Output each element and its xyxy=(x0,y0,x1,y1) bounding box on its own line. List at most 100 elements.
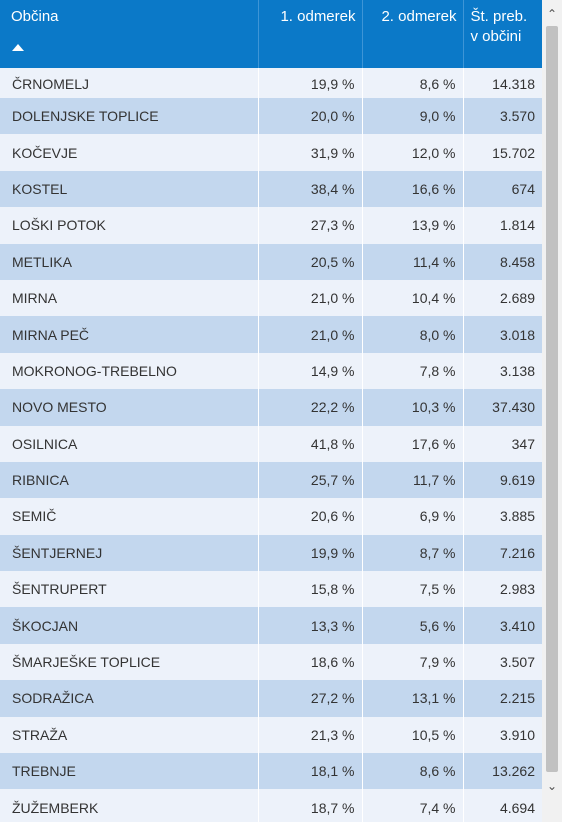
table-row: ŽUŽEMBERK 18,7 % 7,4 % 4.694 xyxy=(0,789,542,822)
cell-population: 3.570 xyxy=(463,98,542,135)
table-row: ŠENTJERNEJ 19,9 % 8,7 % 7.216 xyxy=(0,534,542,572)
chevron-up-icon[interactable]: ⌃ xyxy=(546,7,558,21)
table-row: MIRNA 21,0 % 10,4 % 2.689 xyxy=(0,279,542,317)
cell-population: 4.694 xyxy=(463,789,542,822)
cell-second-dose: 11,4 % xyxy=(362,243,464,280)
cell-municipality: KOČEVJE xyxy=(0,134,259,171)
table-header: Občina 1. odmerek 2. odmerek Št. preb. v… xyxy=(0,0,542,68)
cell-population: 3.507 xyxy=(463,643,542,681)
table-row: ŠMARJEŠKE TOPLICE 18,6 % 7,9 % 3.507 xyxy=(0,643,542,681)
table-row: LOŠKI POTOK 27,3 % 13,9 % 1.814 xyxy=(0,207,542,244)
cell-municipality: ŠKOCJAN xyxy=(0,607,259,644)
table-row: NOVO MESTO 22,2 % 10,3 % 37.430 xyxy=(0,389,542,426)
cell-population: 13.262 xyxy=(463,753,542,790)
cell-second-dose: 5,6 % xyxy=(362,607,464,644)
cell-first-dose: 20,0 % xyxy=(258,98,363,135)
cell-second-dose: 7,5 % xyxy=(362,571,464,608)
cell-population: 347 xyxy=(463,425,542,462)
cell-population: 37.430 xyxy=(463,389,542,426)
table-row: KOSTEL 38,4 % 16,6 % 674 xyxy=(0,170,542,208)
cell-municipality: ŠENTJERNEJ xyxy=(0,534,259,572)
table-row: DOLENJSKE TOPLICE 20,0 % 9,0 % 3.570 xyxy=(0,98,542,135)
cell-municipality: MIRNA xyxy=(0,279,259,317)
cell-municipality: SEMIČ xyxy=(0,498,259,535)
header-municipality[interactable]: Občina xyxy=(0,0,259,68)
cell-second-dose: 10,4 % xyxy=(362,279,464,317)
table-row: ŠKOCJAN 13,3 % 5,6 % 3.410 xyxy=(0,607,542,644)
cell-first-dose: 13,3 % xyxy=(258,607,363,644)
cell-first-dose: 21,0 % xyxy=(258,316,363,353)
chevron-down-icon[interactable]: ⌄ xyxy=(546,779,558,793)
cell-second-dose: 8,7 % xyxy=(362,534,464,572)
cell-municipality: STRAŽA xyxy=(0,716,259,754)
cell-second-dose: 17,6 % xyxy=(362,425,464,462)
cell-first-dose: 22,2 % xyxy=(258,389,363,426)
cell-second-dose: 13,1 % xyxy=(362,680,464,717)
cell-population: 3.410 xyxy=(463,607,542,644)
cell-second-dose: 8,6 % xyxy=(362,753,464,790)
cell-first-dose: 38,4 % xyxy=(258,170,363,208)
table-row: ČRNOMELJ 19,9 % 8,6 % 14.318 xyxy=(0,68,542,98)
table-row: OSILNICA 41,8 % 17,6 % 347 xyxy=(0,425,542,462)
cell-second-dose: 6,9 % xyxy=(362,498,464,535)
cell-second-dose: 7,9 % xyxy=(362,643,464,681)
cell-first-dose: 19,9 % xyxy=(258,534,363,572)
cell-population: 3.885 xyxy=(463,498,542,535)
cell-first-dose: 25,7 % xyxy=(258,461,363,499)
cell-first-dose: 14,9 % xyxy=(258,352,363,390)
scrollbar-thumb[interactable] xyxy=(546,26,558,772)
cell-population: 8.458 xyxy=(463,243,542,280)
cell-municipality: ŽUŽEMBERK xyxy=(0,789,259,822)
table-row: SODRAŽICA 27,2 % 13,1 % 2.215 xyxy=(0,680,542,717)
cell-first-dose: 20,5 % xyxy=(258,243,363,280)
cell-first-dose: 18,7 % xyxy=(258,789,363,822)
cell-population: 3.018 xyxy=(463,316,542,353)
header-population-label: Št. preb. v občini xyxy=(470,8,528,45)
header-first-dose[interactable]: 1. odmerek xyxy=(258,0,363,68)
cell-first-dose: 41,8 % xyxy=(258,425,363,462)
cell-municipality: ŠMARJEŠKE TOPLICE xyxy=(0,643,259,681)
cell-municipality: OSILNICA xyxy=(0,425,259,462)
table-row: STRAŽA 21,3 % 10,5 % 3.910 xyxy=(0,716,542,754)
table-row: MIRNA PEČ 21,0 % 8,0 % 3.018 xyxy=(0,316,542,353)
cell-second-dose: 7,4 % xyxy=(362,789,464,822)
cell-municipality: METLIKA xyxy=(0,243,259,280)
cell-first-dose: 18,1 % xyxy=(258,753,363,790)
table-row: RIBNICA 25,7 % 11,7 % 9.619 xyxy=(0,461,542,499)
cell-population: 2.215 xyxy=(463,680,542,717)
table-row: MOKRONOG-TREBELNO 14,9 % 7,8 % 3.138 xyxy=(0,352,542,390)
cell-municipality: ŠENTRUPERT xyxy=(0,571,259,608)
cell-first-dose: 27,3 % xyxy=(258,207,363,244)
cell-first-dose: 15,8 % xyxy=(258,571,363,608)
cell-first-dose: 21,0 % xyxy=(258,279,363,317)
cell-municipality: NOVO MESTO xyxy=(0,389,259,426)
vertical-scrollbar[interactable]: ⌃ ⌄ xyxy=(542,0,562,822)
cell-municipality: SODRAŽICA xyxy=(0,680,259,717)
cell-first-dose: 19,9 % xyxy=(258,68,363,98)
header-population[interactable]: Št. preb. v občini xyxy=(463,0,542,68)
cell-first-dose: 27,2 % xyxy=(258,680,363,717)
cell-second-dose: 10,5 % xyxy=(362,716,464,754)
cell-municipality: LOŠKI POTOK xyxy=(0,207,259,244)
cell-second-dose: 16,6 % xyxy=(362,170,464,208)
table-scroll-area[interactable]: Občina 1. odmerek 2. odmerek Št. preb. v… xyxy=(0,0,542,822)
cell-first-dose: 21,3 % xyxy=(258,716,363,754)
cell-second-dose: 11,7 % xyxy=(362,461,464,499)
cell-municipality: TREBNJE xyxy=(0,753,259,790)
cell-population: 2.983 xyxy=(463,571,542,608)
cell-population: 3.910 xyxy=(463,716,542,754)
cell-municipality: DOLENJSKE TOPLICE xyxy=(0,98,259,135)
cell-first-dose: 18,6 % xyxy=(258,643,363,681)
cell-second-dose: 9,0 % xyxy=(362,98,464,135)
sort-ascending-icon[interactable] xyxy=(12,44,24,51)
cell-population: 1.814 xyxy=(463,207,542,244)
header-row: Občina 1. odmerek 2. odmerek Št. preb. v… xyxy=(0,0,542,68)
cell-first-dose: 20,6 % xyxy=(258,498,363,535)
header-second-dose[interactable]: 2. odmerek xyxy=(362,0,464,68)
table-row: KOČEVJE 31,9 % 12,0 % 15.702 xyxy=(0,134,542,171)
table-row: METLIKA 20,5 % 11,4 % 8.458 xyxy=(0,243,542,280)
cell-population: 3.138 xyxy=(463,352,542,390)
table-body: ČRNOMELJ 19,9 % 8,6 % 14.318 DOLENJSKE TOPLI… xyxy=(0,68,542,822)
header-municipality-label: Občina xyxy=(11,8,59,25)
cell-population: 14.318 xyxy=(463,68,542,98)
